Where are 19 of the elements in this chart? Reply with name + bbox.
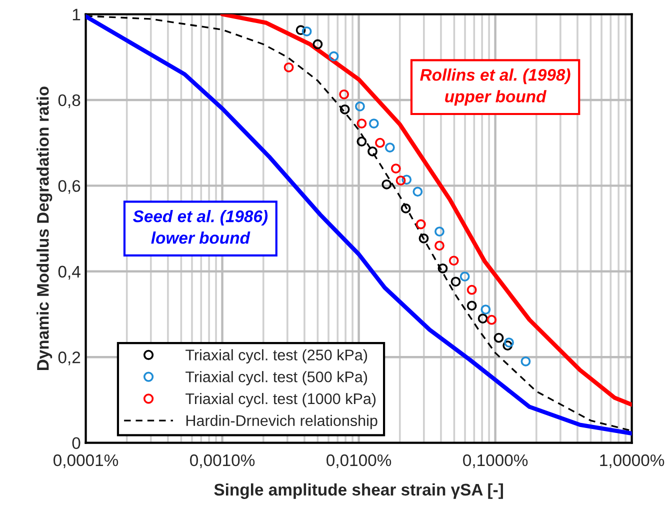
x-tick-label: 1,0000% — [600, 454, 664, 468]
y-tick-label: 0,4 — [58, 266, 80, 280]
text: Seed et al. (1986) lower bound — [133, 210, 268, 244]
legend-label: Triaxial cycl. test (500 kPa) — [186, 371, 368, 386]
x-tick-label: 0,1000% — [463, 454, 528, 468]
x-tick-label: 0,0100% — [326, 454, 392, 468]
y-tick-label: 1 — [72, 8, 80, 20]
x-tick-label: 0,0010% — [190, 454, 255, 468]
series-label: Rollins et al. (1998) upper bound — [420, 68, 570, 106]
legend-label: Triaxial cycl. test (250 kPa) — [186, 349, 368, 364]
x-axis-title: Single amplitude shear strain γSA [-] — [214, 483, 503, 499]
legend-label: Triaxial cycl. test (1000 kPa) — [186, 392, 376, 408]
y-tick-label: 0,2 — [58, 352, 80, 366]
x-tick-label: 0,0001% — [54, 454, 118, 468]
y-tick-label: 0 — [72, 437, 80, 450]
y-tick-label: 0,8 — [58, 94, 80, 108]
y-axis-title: Dynamic Modulus Degradation ratio — [36, 86, 52, 370]
legend-label: Hardin-Drnevich relationship — [186, 414, 378, 430]
y-tick-label: 0,6 — [58, 180, 80, 194]
